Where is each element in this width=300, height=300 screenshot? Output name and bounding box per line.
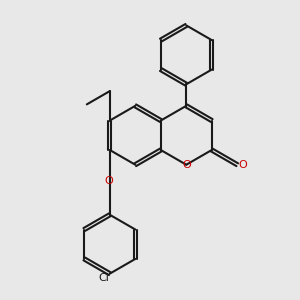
Text: O: O [104,176,113,186]
Text: O: O [238,160,247,170]
Text: O: O [182,160,191,170]
Text: Cl: Cl [98,273,109,283]
